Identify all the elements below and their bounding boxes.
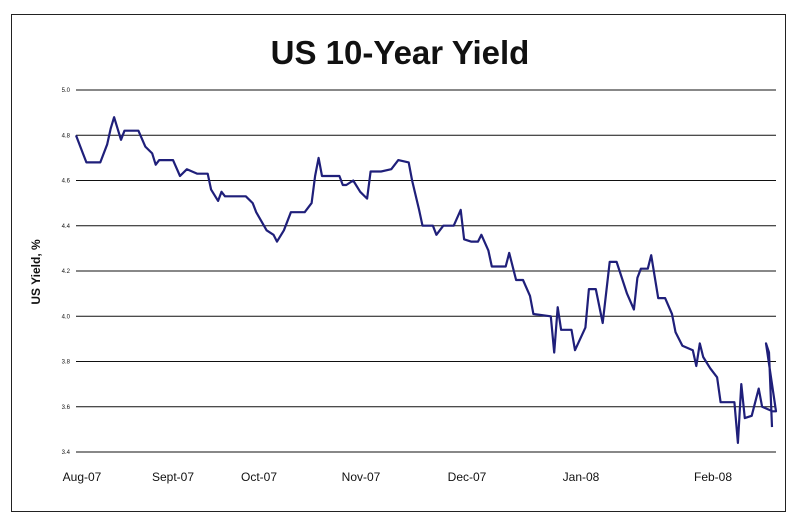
x-tick-label: Sept-07 [152,470,194,484]
chart-frame [11,14,786,512]
y-tick-label: 3.8 [62,360,71,366]
x-tick-label: Oct-07 [241,470,277,484]
y-tick-label: 5.0 [62,88,71,94]
yield-line [74,116,778,444]
x-tick-label: Jan-08 [563,470,600,484]
y-tick-label: 3.6 [62,405,71,411]
x-tick-label: Aug-07 [63,470,102,484]
y-tick-label: 4.0 [62,314,71,320]
x-tick-label: Nov-07 [342,470,381,484]
y-tick-label: 4.4 [62,224,71,230]
y-tick-label: 4.8 [62,133,71,139]
x-tick-label: Dec-07 [448,470,487,484]
gridlines [76,89,776,453]
x-tick-labels: Aug-07 Sept-07 Oct-07 Nov-07 Dec-07 Jan-08 Feb… [63,470,733,484]
y-tick-label: 4.6 [62,179,71,185]
x-tick-label: Feb-08 [694,470,732,484]
y-tick-label: 3.4 [62,450,71,456]
y-tick-labels: 5.0 4.8 4.6 4.4 4.2 4.0 3.8 3.6 3.4 [62,88,71,456]
y-tick-label: 4.2 [62,269,71,275]
series-lines [74,116,778,444]
chart-title: US 10-Year Yield [270,34,530,71]
